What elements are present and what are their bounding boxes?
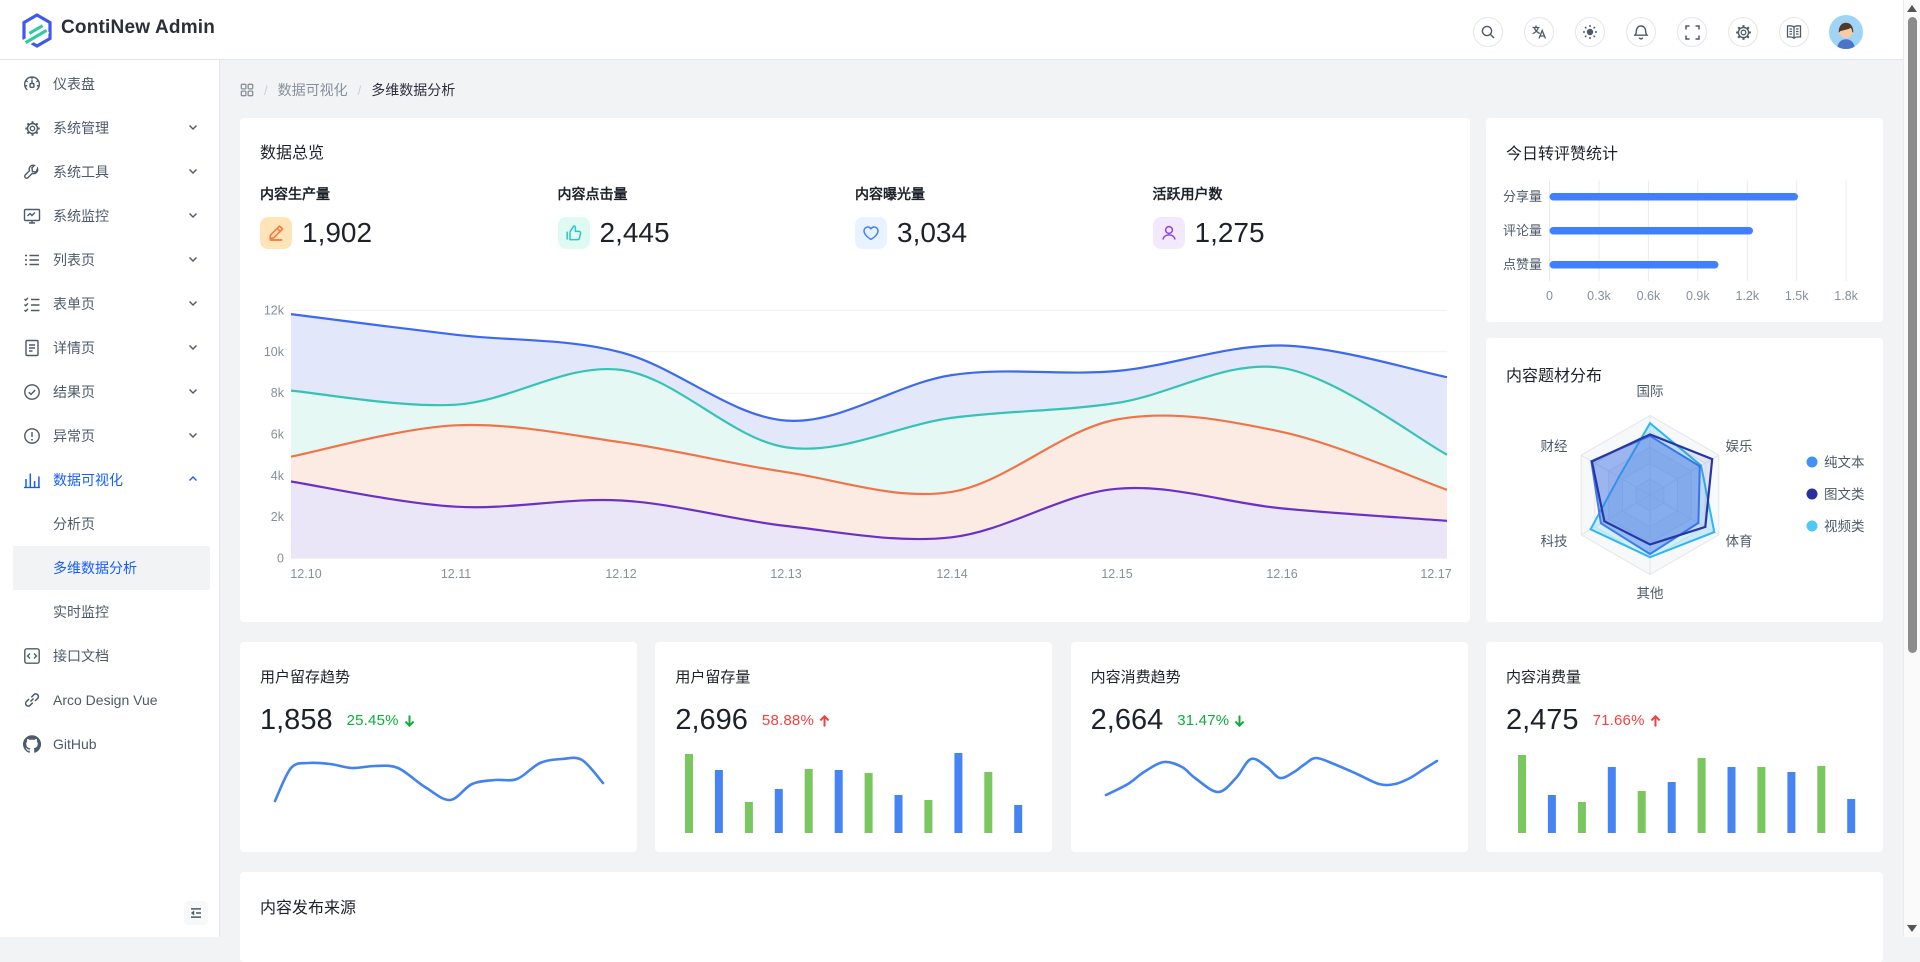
svg-text:12.17: 12.17 [1420, 567, 1451, 581]
svg-text:0: 0 [277, 552, 284, 566]
svg-text:12.16: 12.16 [1266, 567, 1297, 581]
svg-text:娱乐: 娱乐 [1726, 439, 1753, 454]
svg-text:4k: 4k [271, 469, 285, 483]
svg-text:图文类: 图文类 [1824, 487, 1865, 502]
svg-text:分享量: 分享量 [1503, 189, 1542, 204]
svg-text:8k: 8k [271, 386, 285, 400]
svg-text:0.9k: 0.9k [1686, 289, 1710, 303]
svg-text:体育: 体育 [1726, 534, 1753, 549]
svg-text:6k: 6k [271, 428, 285, 442]
svg-text:12k: 12k [264, 304, 285, 318]
svg-text:12.15: 12.15 [1101, 567, 1132, 581]
svg-text:视频类: 视频类 [1824, 519, 1865, 534]
svg-text:0.3k: 0.3k [1587, 289, 1611, 303]
svg-text:0: 0 [1546, 289, 1553, 303]
svg-text:科技: 科技 [1541, 534, 1569, 549]
svg-text:12.11: 12.11 [441, 567, 471, 581]
svg-text:12.13: 12.13 [770, 567, 801, 581]
svg-text:评论量: 评论量 [1503, 223, 1542, 238]
svg-text:12.10: 12.10 [290, 567, 321, 581]
svg-text:12.12: 12.12 [605, 567, 636, 581]
svg-text:纯文本: 纯文本 [1824, 455, 1865, 470]
svg-text:0.6k: 0.6k [1637, 289, 1661, 303]
svg-text:1.8k: 1.8k [1834, 289, 1858, 303]
svg-text:2k: 2k [271, 510, 285, 524]
svg-text:财经: 财经 [1541, 439, 1569, 454]
svg-text:点赞量: 点赞量 [1503, 257, 1542, 272]
svg-text:12.14: 12.14 [936, 567, 967, 581]
svg-text:1.2k: 1.2k [1735, 289, 1759, 303]
svg-text:10k: 10k [264, 345, 285, 359]
svg-text:国际: 国际 [1637, 384, 1664, 399]
svg-text:1.5k: 1.5k [1785, 289, 1809, 303]
svg-text:其他: 其他 [1637, 586, 1664, 601]
